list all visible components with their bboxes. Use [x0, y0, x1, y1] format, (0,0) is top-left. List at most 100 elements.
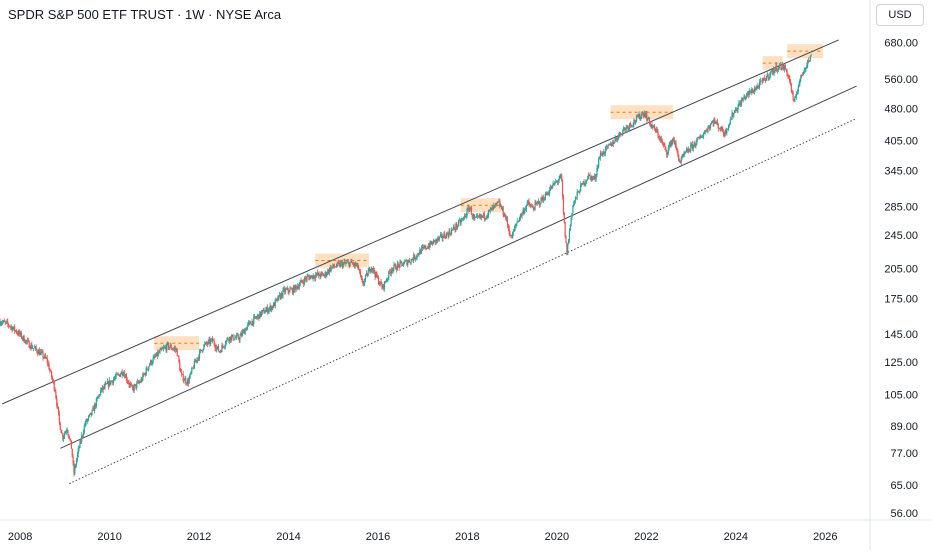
candle-body — [660, 138, 663, 141]
candle-body — [149, 364, 151, 367]
candle-body — [495, 202, 497, 204]
candle-body — [795, 94, 798, 97]
candle-body — [546, 193, 548, 196]
candle-body — [420, 247, 423, 254]
x-tick-label: 2022 — [634, 531, 658, 543]
candle-body — [601, 154, 603, 156]
candle-body — [655, 129, 657, 133]
candle-body — [169, 345, 171, 348]
candle-body — [581, 183, 583, 185]
candle-body — [331, 266, 333, 268]
candle-body — [329, 267, 331, 271]
candle-body — [354, 262, 356, 266]
candle-body — [63, 436, 65, 439]
candle-body — [247, 322, 250, 324]
candle-body — [212, 340, 214, 342]
candle-body — [512, 232, 514, 239]
candle-body — [385, 281, 387, 282]
candle-body — [289, 289, 291, 293]
candle-body — [673, 140, 675, 145]
candle-body — [693, 142, 695, 145]
candle-body — [234, 337, 236, 340]
candle-body — [168, 347, 171, 349]
candle-body — [507, 224, 509, 229]
candle-body — [752, 91, 755, 93]
candle-body — [594, 176, 596, 180]
candle-body — [372, 268, 374, 271]
candle-body — [108, 380, 110, 387]
candle-body — [348, 262, 350, 267]
candle-body — [370, 270, 372, 272]
candle-body — [532, 207, 534, 209]
candle-body — [656, 129, 658, 132]
candle-body — [223, 346, 225, 348]
candle-body — [276, 298, 278, 300]
candle-body — [702, 135, 704, 138]
candle-body — [506, 218, 509, 225]
candle-body — [683, 153, 685, 155]
candle-body — [166, 343, 168, 351]
candle-body — [477, 215, 479, 217]
candle-body — [204, 342, 207, 344]
candle-body — [567, 239, 570, 244]
candle-body — [104, 384, 106, 388]
candle-body — [494, 203, 497, 205]
candle-body — [570, 217, 572, 225]
candle-body — [280, 293, 282, 299]
candle-body — [604, 153, 606, 154]
candle-body — [216, 347, 218, 350]
candle-body — [265, 310, 267, 313]
candle-body — [273, 302, 276, 307]
candle-body — [121, 371, 123, 376]
candle-body — [578, 191, 580, 193]
candle-body — [628, 127, 630, 130]
candle-body — [658, 136, 660, 138]
candle-body — [586, 180, 588, 181]
candle-body — [378, 284, 380, 285]
candle-body — [6, 321, 8, 322]
candle-body — [70, 440, 72, 449]
candle-body — [695, 144, 697, 146]
candle-body — [146, 367, 148, 370]
candle-body — [549, 189, 551, 194]
candle-body — [305, 278, 307, 280]
candle-body — [222, 345, 224, 347]
candle-body — [537, 201, 540, 202]
candle-body — [84, 423, 86, 426]
candle-body — [416, 253, 418, 257]
candle-body — [94, 404, 97, 407]
candle-body — [270, 305, 272, 311]
candle-body — [512, 231, 515, 233]
candle-body — [61, 432, 63, 434]
candle-body — [42, 352, 44, 358]
candle-body — [467, 208, 469, 210]
candle-body — [523, 210, 525, 214]
candle-body — [235, 335, 238, 338]
y-tick-label: 345.00 — [884, 166, 918, 178]
candle-body — [642, 113, 645, 116]
candle-body — [156, 352, 159, 356]
candle-body — [579, 191, 581, 193]
candle-body — [663, 144, 665, 146]
candle-body — [12, 328, 14, 331]
candle-body — [327, 270, 329, 274]
candle-body — [232, 334, 234, 341]
candle-body — [478, 216, 480, 218]
candle-body — [230, 336, 232, 341]
candle-body — [701, 137, 703, 139]
candle-body — [179, 361, 181, 371]
currency-button[interactable]: USD — [876, 4, 924, 26]
candle-body — [475, 216, 478, 217]
candle-body — [535, 202, 537, 204]
candle-body — [286, 288, 288, 290]
candle-body — [159, 350, 161, 353]
candle-body — [788, 75, 790, 77]
candle-body — [103, 386, 105, 388]
candle-body — [123, 373, 125, 375]
candle-body — [685, 149, 688, 153]
candle-body — [455, 223, 457, 230]
candle-body — [63, 433, 66, 437]
candle-body — [138, 382, 140, 383]
candle-body — [433, 239, 435, 241]
